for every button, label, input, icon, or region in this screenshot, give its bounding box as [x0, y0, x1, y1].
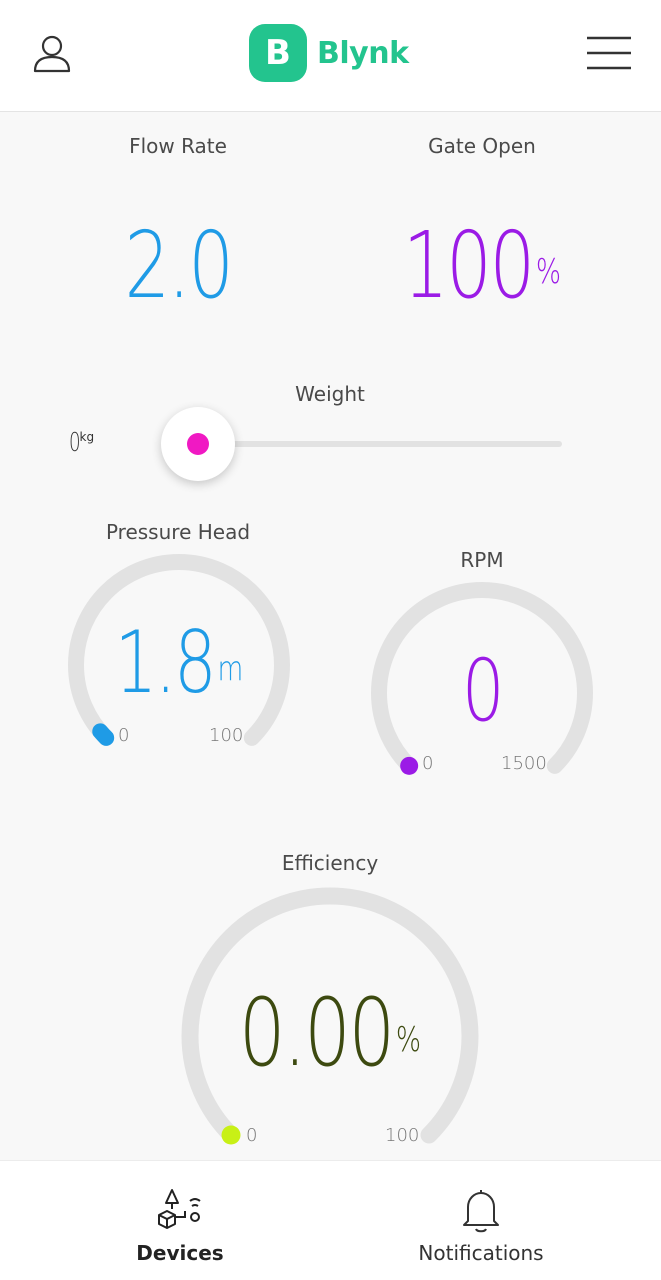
gate-open-value: 100%: [365, 216, 599, 316]
rpm-number: 0: [461, 641, 505, 741]
tab-devices-label: Devices: [136, 1241, 224, 1265]
hamburger-menu-icon: [587, 36, 631, 70]
efficiency-value: 0.00%: [213, 984, 447, 1084]
tab-notifications[interactable]: Notifications: [316, 1161, 646, 1280]
flow-rate-value: 2.0: [61, 216, 295, 316]
efficiency-gauge: 0.00% 0 100: [180, 886, 480, 1151]
brand-badge: B: [249, 24, 307, 82]
pressure-head-gauge-fill: [92, 723, 115, 746]
weight-value: 0: [69, 428, 81, 458]
gate-open-unit: %: [535, 252, 562, 292]
bell-icon: [463, 1190, 499, 1233]
rpm-min: 0: [422, 753, 434, 774]
pressure-head-max: 100: [209, 725, 244, 746]
efficiency-gauge-indicator: [221, 1125, 241, 1145]
flow-rate-number: 2.0: [124, 212, 233, 319]
weight-readout: 0kg: [69, 428, 100, 458]
bottom-tab-bar: Devices Notifications: [0, 1160, 661, 1280]
pressure-head-gauge: 1.8m 0 100: [68, 554, 290, 754]
rpm-title: RPM: [460, 548, 504, 572]
devices-icon: [158, 1189, 201, 1229]
user-icon: [33, 35, 71, 73]
pressure-head-gauge-arc: [68, 554, 290, 746]
menu-button[interactable]: [585, 34, 633, 74]
efficiency-gauge-track: [181, 887, 479, 1144]
weight-slider-thumb[interactable]: [161, 407, 235, 481]
rpm-gauge-indicator: [400, 756, 419, 775]
weight-unit: kg: [79, 430, 95, 444]
gate-open-title: Gate Open: [428, 134, 536, 158]
weight-slider-dot: [187, 433, 209, 455]
profile-button[interactable]: [30, 32, 74, 76]
app-header: B Blynk: [0, 0, 661, 112]
rpm-value: 0: [395, 646, 568, 736]
flow-rate-title: Flow Rate: [129, 134, 227, 158]
weight-title: Weight: [295, 382, 365, 406]
pressure-head-value: 1.8m: [92, 618, 265, 708]
efficiency-title: Efficiency: [281, 851, 379, 875]
brand-logo: B Blynk: [249, 24, 409, 82]
pressure-head-gauge-track: [68, 554, 290, 746]
pressure-head-min: 0: [118, 725, 130, 746]
rpm-gauge-track: [371, 582, 593, 774]
tab-notifications-label: Notifications: [418, 1241, 544, 1265]
pressure-head-title: Pressure Head: [105, 520, 251, 544]
pressure-head-unit: m: [217, 649, 244, 689]
rpm-max: 1500: [501, 753, 547, 774]
weight-slider-track[interactable]: [198, 441, 562, 447]
rpm-gauge: 0 0 1500: [371, 582, 593, 782]
gate-open-number: 100: [402, 212, 535, 319]
efficiency-gauge-arc: [181, 887, 479, 1145]
brand-name: Blynk: [317, 35, 409, 71]
efficiency-min: 0: [246, 1125, 258, 1146]
pressure-head-number: 1.8: [114, 613, 217, 713]
efficiency-number: 0.00: [238, 979, 395, 1088]
efficiency-max: 100: [385, 1125, 420, 1146]
tab-devices[interactable]: Devices: [15, 1161, 345, 1280]
efficiency-unit: %: [395, 1020, 422, 1060]
rpm-gauge-arc: [371, 582, 593, 775]
